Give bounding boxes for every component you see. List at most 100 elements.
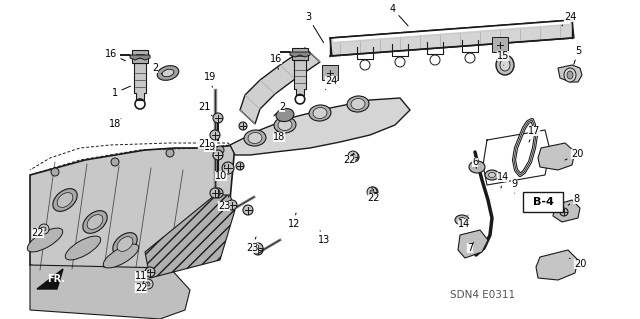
- Circle shape: [166, 149, 174, 157]
- Text: 19: 19: [204, 72, 216, 87]
- Circle shape: [560, 208, 568, 216]
- Ellipse shape: [567, 71, 573, 79]
- Ellipse shape: [313, 108, 327, 119]
- Polygon shape: [240, 48, 320, 124]
- FancyBboxPatch shape: [523, 192, 563, 212]
- Text: 20: 20: [565, 149, 583, 160]
- Ellipse shape: [496, 55, 514, 75]
- Circle shape: [213, 113, 223, 123]
- Ellipse shape: [53, 189, 77, 211]
- Polygon shape: [37, 269, 63, 289]
- Text: FR.: FR.: [47, 274, 65, 284]
- Polygon shape: [538, 143, 575, 170]
- Circle shape: [243, 205, 253, 215]
- Text: 5: 5: [574, 46, 581, 64]
- Polygon shape: [136, 54, 144, 58]
- Circle shape: [368, 187, 378, 197]
- Circle shape: [222, 162, 234, 174]
- Polygon shape: [120, 55, 150, 60]
- Circle shape: [351, 154, 355, 158]
- Circle shape: [349, 152, 359, 162]
- Text: 1: 1: [112, 86, 131, 98]
- Polygon shape: [294, 60, 306, 95]
- Ellipse shape: [57, 193, 73, 207]
- Text: 22: 22: [343, 153, 355, 165]
- Text: 15: 15: [497, 51, 509, 65]
- Text: 24: 24: [562, 12, 576, 26]
- Text: 7: 7: [467, 242, 474, 253]
- Text: 18: 18: [273, 131, 285, 142]
- Text: 22: 22: [135, 283, 148, 293]
- Circle shape: [326, 69, 334, 77]
- Circle shape: [143, 279, 153, 289]
- Polygon shape: [230, 98, 410, 155]
- Text: 3: 3: [305, 12, 324, 43]
- Circle shape: [213, 150, 223, 160]
- Text: 14: 14: [497, 172, 509, 188]
- Text: 8: 8: [568, 194, 579, 205]
- Circle shape: [370, 190, 374, 194]
- Circle shape: [39, 224, 49, 234]
- Text: 20: 20: [570, 258, 586, 269]
- Ellipse shape: [351, 99, 365, 109]
- Polygon shape: [30, 265, 190, 319]
- Polygon shape: [296, 52, 304, 56]
- Ellipse shape: [488, 173, 495, 177]
- Ellipse shape: [347, 96, 369, 112]
- Ellipse shape: [500, 59, 510, 71]
- Text: B-4: B-4: [532, 197, 554, 207]
- Text: 10: 10: [215, 165, 227, 181]
- Text: 19: 19: [204, 142, 216, 156]
- Text: SDN4 E0311: SDN4 E0311: [450, 290, 515, 300]
- Ellipse shape: [65, 236, 100, 260]
- Circle shape: [236, 162, 244, 170]
- Ellipse shape: [113, 233, 137, 255]
- Text: 11: 11: [135, 270, 149, 281]
- Text: 9: 9: [511, 179, 517, 193]
- Ellipse shape: [28, 228, 63, 252]
- Ellipse shape: [244, 130, 266, 146]
- Polygon shape: [536, 250, 578, 280]
- Text: 12: 12: [288, 213, 300, 229]
- Ellipse shape: [117, 237, 133, 251]
- Ellipse shape: [485, 170, 499, 180]
- Ellipse shape: [157, 66, 179, 80]
- Text: 16: 16: [270, 54, 282, 69]
- Ellipse shape: [455, 215, 469, 225]
- Circle shape: [367, 187, 377, 197]
- Polygon shape: [280, 52, 310, 57]
- Text: 21: 21: [198, 139, 214, 150]
- Circle shape: [253, 245, 263, 255]
- Text: 14: 14: [458, 215, 470, 229]
- Ellipse shape: [87, 215, 103, 229]
- Polygon shape: [458, 230, 488, 258]
- Circle shape: [42, 227, 46, 231]
- Ellipse shape: [83, 211, 107, 233]
- Polygon shape: [558, 65, 582, 82]
- Circle shape: [145, 267, 155, 277]
- Ellipse shape: [248, 132, 262, 144]
- Circle shape: [348, 151, 358, 161]
- Ellipse shape: [278, 120, 292, 130]
- Polygon shape: [553, 200, 580, 222]
- Circle shape: [213, 188, 223, 198]
- Text: 23: 23: [218, 196, 230, 211]
- Circle shape: [210, 188, 220, 198]
- Ellipse shape: [162, 69, 174, 77]
- Text: 22: 22: [368, 188, 380, 203]
- Circle shape: [239, 122, 247, 130]
- Ellipse shape: [469, 161, 485, 173]
- Circle shape: [146, 282, 150, 286]
- Text: 2: 2: [274, 102, 285, 116]
- Ellipse shape: [276, 108, 294, 122]
- Circle shape: [210, 130, 220, 140]
- Text: 13: 13: [318, 231, 330, 245]
- Polygon shape: [30, 145, 235, 278]
- Circle shape: [216, 146, 224, 154]
- Polygon shape: [145, 195, 235, 278]
- Text: 24: 24: [325, 76, 337, 90]
- Text: 17: 17: [528, 126, 540, 142]
- Circle shape: [111, 158, 119, 166]
- Polygon shape: [330, 20, 574, 56]
- Text: 6: 6: [472, 157, 478, 168]
